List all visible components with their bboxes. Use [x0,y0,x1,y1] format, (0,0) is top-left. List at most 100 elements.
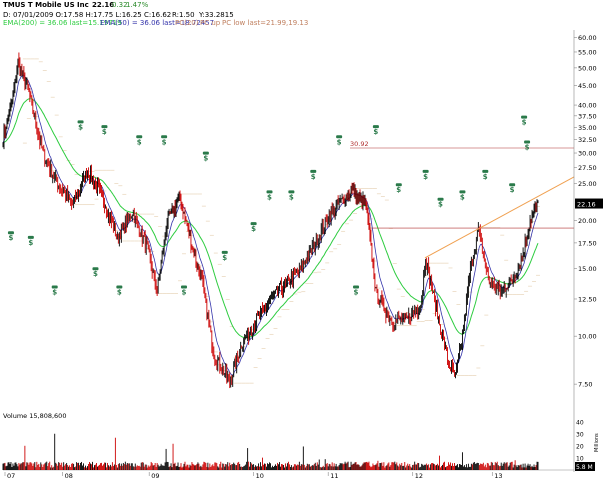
price-tick-label: 50.00 [578,64,597,72]
dividend-markers: $$$$$$$$$$$$$$$$$$$$$$$$$$$$$ [7,115,531,296]
dividend-bar [250,222,257,226]
dividend-marker: $ [102,128,107,136]
dividend-bar [372,125,379,129]
time-tick-label: 12 [415,472,423,480]
dividend-bar [221,250,228,254]
volume-last-box [575,462,595,471]
header: TMUS T Mobile US Inc 22.16 0.32 1.47% D:… [3,1,308,27]
dividend-bar [101,125,108,129]
volume-tick-label: 20 [576,444,584,451]
price-tick-label: 35.00 [578,124,597,132]
price-tick-label: 10.00 [578,333,597,341]
dividend-bar [7,231,14,235]
dividend-marker: $ [52,288,57,296]
dividend-marker: $ [137,138,142,146]
time-tick-label: 07 [7,472,15,480]
time-tick-label: 09 [151,472,159,480]
trend-line [424,176,575,259]
time-tick-label: 08 [65,472,73,480]
legend-ema50: EMA(50) = 36.06 last=18.72457 [100,19,214,27]
dividend-marker: $ [354,288,359,296]
dividend-bar [422,169,429,173]
time-tick-label: 13 [494,472,502,480]
dividend-bar [524,140,531,144]
dividend-marker: $ [289,193,294,201]
last-price-box [575,198,603,209]
volume-label: Volume 15,808,600 [3,412,66,420]
dividend-bar [27,235,34,239]
dividend-marker: $ [522,119,527,127]
last-price-text: 22.16 [92,1,114,9]
volume-tick-label: 10 [576,456,584,463]
price-tick-label: 30.00 [578,150,597,158]
price-tick-label: 60.00 [578,34,597,42]
dividend-marker: $ [396,186,401,194]
ticker-title: TMUS T Mobile US Inc [3,1,89,9]
last-price-label: 22.16 [577,201,596,209]
volume-tick-label: 30 [576,432,584,439]
price-tick-label: 15.00 [578,265,597,273]
price-change-pct: 1.47% [126,1,149,9]
price-change: 0.32 [112,1,128,9]
volume-panel: Volume 15,808,600 40 30 20 10 Millions 5.8 M [2,412,600,471]
dividend-bar [51,285,58,289]
dividend-bar [310,169,317,173]
dividend-marker: $ [251,225,256,233]
y-readout: Y:33.2815 [198,11,234,19]
price-tick-label: 7.50 [578,381,592,389]
price-tick-label: 25.00 [578,180,597,188]
dividend-bar [437,197,444,201]
volume-unit-label: Millions [594,433,600,452]
dividend-marker: $ [203,155,208,163]
price-tick-label: 12.50 [578,295,597,303]
price-tick-label: 17.50 [578,239,597,247]
dividend-bar [161,135,168,139]
r-readout: R:1.50 [172,11,195,19]
dividend-marker: $ [311,173,316,181]
price-tick-label: 37.50 [578,112,597,120]
time-tick-label: 10 [256,472,264,480]
legend-pc-up: PC up [200,19,221,27]
ohlc-readout: D: 07/01/2009 O:17.58 H:17.75 L:16.25 C:… [3,11,171,19]
dividend-marker: $ [222,254,227,262]
price-axis: 60.00 55.00 50.00 45.00 40.00 37.50 35.00 32.50… [573,30,603,472]
time-tick-label: 11 [330,472,338,480]
legend-pc-low: PC low last=21.99,19.13 [222,19,308,27]
dividend-marker: $ [8,234,13,242]
price-tick-label: 20.00 [578,217,597,225]
legend-ema200: EMA(200) = 36.06 last=15.19719 [3,19,122,27]
dividend-marker: $ [483,173,488,181]
dividend-marker: $ [460,193,465,201]
dividend-marker: $ [423,173,428,181]
volume-tick-label: 40 [576,420,584,427]
dividend-bar [521,115,528,119]
dividend-marker: $ [78,123,83,131]
price-tick-label: 40.00 [578,102,597,110]
dividend-bar [482,169,489,173]
dividend-marker: $ [117,288,122,296]
dividend-marker: $ [525,144,530,152]
dividend-marker: $ [438,201,443,209]
dividend-marker: $ [28,239,33,247]
dividend-bar [336,135,343,139]
dividend-marker: $ [267,193,272,201]
volume-last-label: 5.8 M [576,464,593,471]
dividend-marker: $ [337,138,342,146]
chart-annotations: 30.92 [350,140,575,259]
dividend-bar [353,285,360,289]
dividend-marker: $ [93,270,98,278]
dividend-bar [509,183,516,187]
dividend-bar [266,190,273,194]
dividend-marker: $ [162,138,167,146]
dividend-bar [180,285,187,289]
price-tick-label: 27.50 [578,164,597,172]
price-tick-label: 55.00 [578,48,597,56]
dividend-bar [288,190,295,194]
dividend-bar [202,151,209,155]
dividend-bar [459,190,466,194]
dividend-marker: $ [510,186,515,194]
dividend-bar [77,120,84,124]
